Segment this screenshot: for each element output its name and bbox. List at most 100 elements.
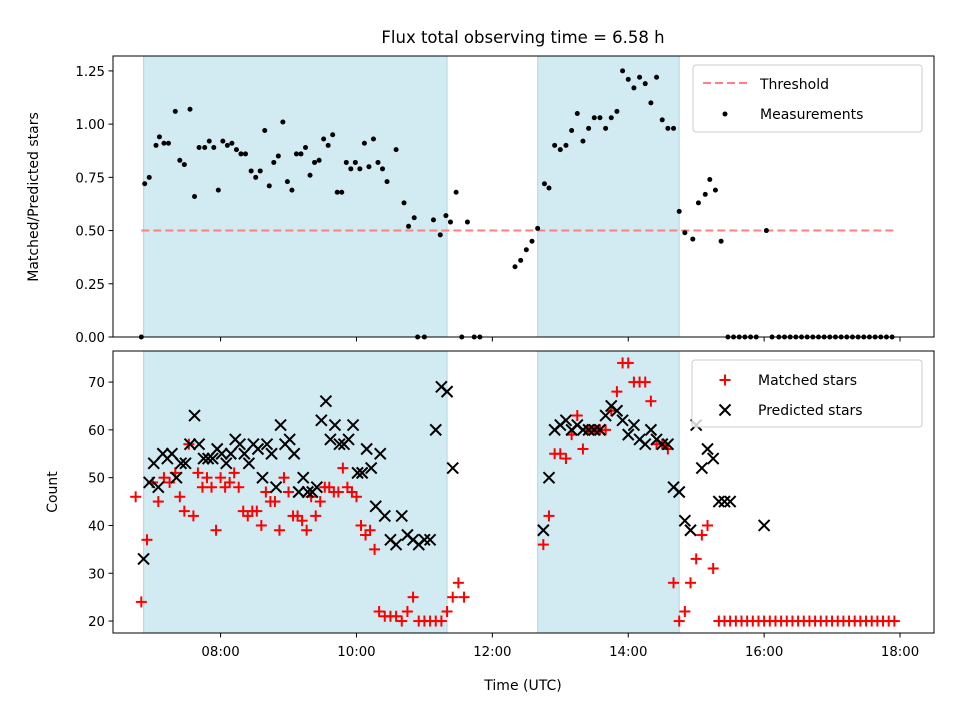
top-y-ticks: 0.00 0.25 0.50 0.75 1.00 1.25 <box>75 65 113 346</box>
bottom-x-ticks: 08:00 10:00 12:00 14:00 16:00 18:00 <box>201 633 919 660</box>
predicted-star-point <box>256 471 269 484</box>
x-tick-label: 14:00 <box>609 645 647 660</box>
measurement-point <box>763 228 769 234</box>
matched-star-point <box>554 448 566 460</box>
predicted-star-point <box>292 485 305 499</box>
measurement-point <box>384 179 390 185</box>
measurement-point <box>248 168 254 174</box>
measurement-point <box>671 125 677 131</box>
matched-star-point <box>673 615 685 627</box>
matched-star-point <box>228 467 240 479</box>
measurement-point <box>563 142 569 148</box>
predicted-star-point <box>369 500 382 513</box>
predicted-star-point <box>165 447 179 460</box>
top-y-tick-label: 0.75 <box>75 171 105 186</box>
measurement-point <box>574 110 580 116</box>
predicted-star-point <box>192 437 206 451</box>
matched-star-point <box>696 529 708 541</box>
measurement-point <box>348 166 354 172</box>
predicted-star-point <box>310 481 324 494</box>
measurement-point <box>284 179 290 185</box>
bottom-y-tick-label: 30 <box>88 567 105 582</box>
measurement-point <box>161 140 167 146</box>
measurement-point <box>303 145 309 151</box>
measurement-point <box>146 174 152 180</box>
predicted-star-point <box>319 394 333 408</box>
measurement-point <box>453 189 459 195</box>
legend-matched-label: Matched stars <box>758 373 857 389</box>
measurement-point <box>614 108 620 114</box>
measurement-point <box>343 159 349 165</box>
legend-measurements-swatch <box>722 111 728 117</box>
matched-star-point <box>224 476 236 488</box>
matched-star-point <box>458 591 470 603</box>
measurement-point <box>224 142 230 148</box>
predicted-star-point <box>446 461 459 475</box>
measurement-point <box>211 145 217 151</box>
measurement-point <box>375 159 381 165</box>
predicted-star-point <box>723 495 737 508</box>
matched-star-point <box>702 519 714 531</box>
matched-star-point <box>369 543 381 555</box>
predicted-star-point <box>233 437 247 451</box>
predicted-star-point <box>242 457 256 470</box>
matched-star-point <box>206 481 218 493</box>
predicted-star-point <box>364 461 378 475</box>
predicted-star-point <box>215 447 228 460</box>
matched-star-point <box>707 562 719 574</box>
predicted-star-point <box>143 476 156 489</box>
predicted-star-point <box>718 495 731 508</box>
matched-star-point <box>611 386 623 398</box>
top-legend-box <box>692 64 923 133</box>
measurement-point <box>580 138 586 144</box>
predicted-star-point <box>251 442 265 456</box>
top-observing-windows <box>143 55 680 338</box>
predicted-star-point <box>324 433 337 446</box>
predicted-star-point <box>593 423 607 437</box>
predicted-star-point <box>174 457 188 470</box>
predicted-star-point <box>576 423 590 437</box>
bottom-y-tick-label: 40 <box>88 519 105 534</box>
measurement-point <box>591 115 597 121</box>
measurement-point <box>366 164 372 170</box>
measurement-point <box>289 187 295 193</box>
predicted-star-point <box>429 423 442 437</box>
bottom-legend: Matched stars Predicted stars <box>691 359 923 428</box>
predicted-star-point <box>346 418 360 432</box>
measurement-point <box>642 81 648 87</box>
legend-measurements-label: Measurements <box>760 107 863 123</box>
measurement-point <box>242 151 248 157</box>
predicted-star-point <box>147 457 160 470</box>
predicted-star-point <box>170 471 183 484</box>
predicted-star-point <box>351 466 364 480</box>
measurement-point <box>541 181 547 187</box>
predicted-star-point <box>224 447 237 460</box>
measurement-point <box>529 238 535 244</box>
measurement-point <box>325 142 331 148</box>
x-tick-label: 08:00 <box>201 645 239 660</box>
measurement-point <box>690 236 696 242</box>
matched-star-point <box>178 505 190 517</box>
matched-star-point <box>537 539 549 551</box>
predicted-star-point <box>269 481 283 494</box>
measurement-point <box>233 147 239 153</box>
predicted-star-point <box>627 418 641 432</box>
measurement-point <box>172 108 178 114</box>
matched-star-point <box>435 615 447 627</box>
matched-star-points <box>130 357 900 627</box>
x-tick-label: 12:00 <box>473 645 511 660</box>
predicted-star-point <box>220 457 233 470</box>
measurement-point <box>557 147 563 153</box>
measurement-point <box>339 189 345 195</box>
x-tick-label: 16:00 <box>745 645 783 660</box>
matched-star-point <box>164 476 176 488</box>
measurement-point <box>181 162 187 168</box>
top-x-ticks <box>220 337 901 342</box>
bottom-legend-box <box>691 359 923 428</box>
matched-star-point <box>350 491 362 503</box>
matched-star-point <box>283 486 295 498</box>
matched-star-point <box>577 443 589 455</box>
measurement-point <box>637 74 643 80</box>
measurement-point <box>569 128 575 134</box>
predicted-star-point <box>599 409 612 422</box>
